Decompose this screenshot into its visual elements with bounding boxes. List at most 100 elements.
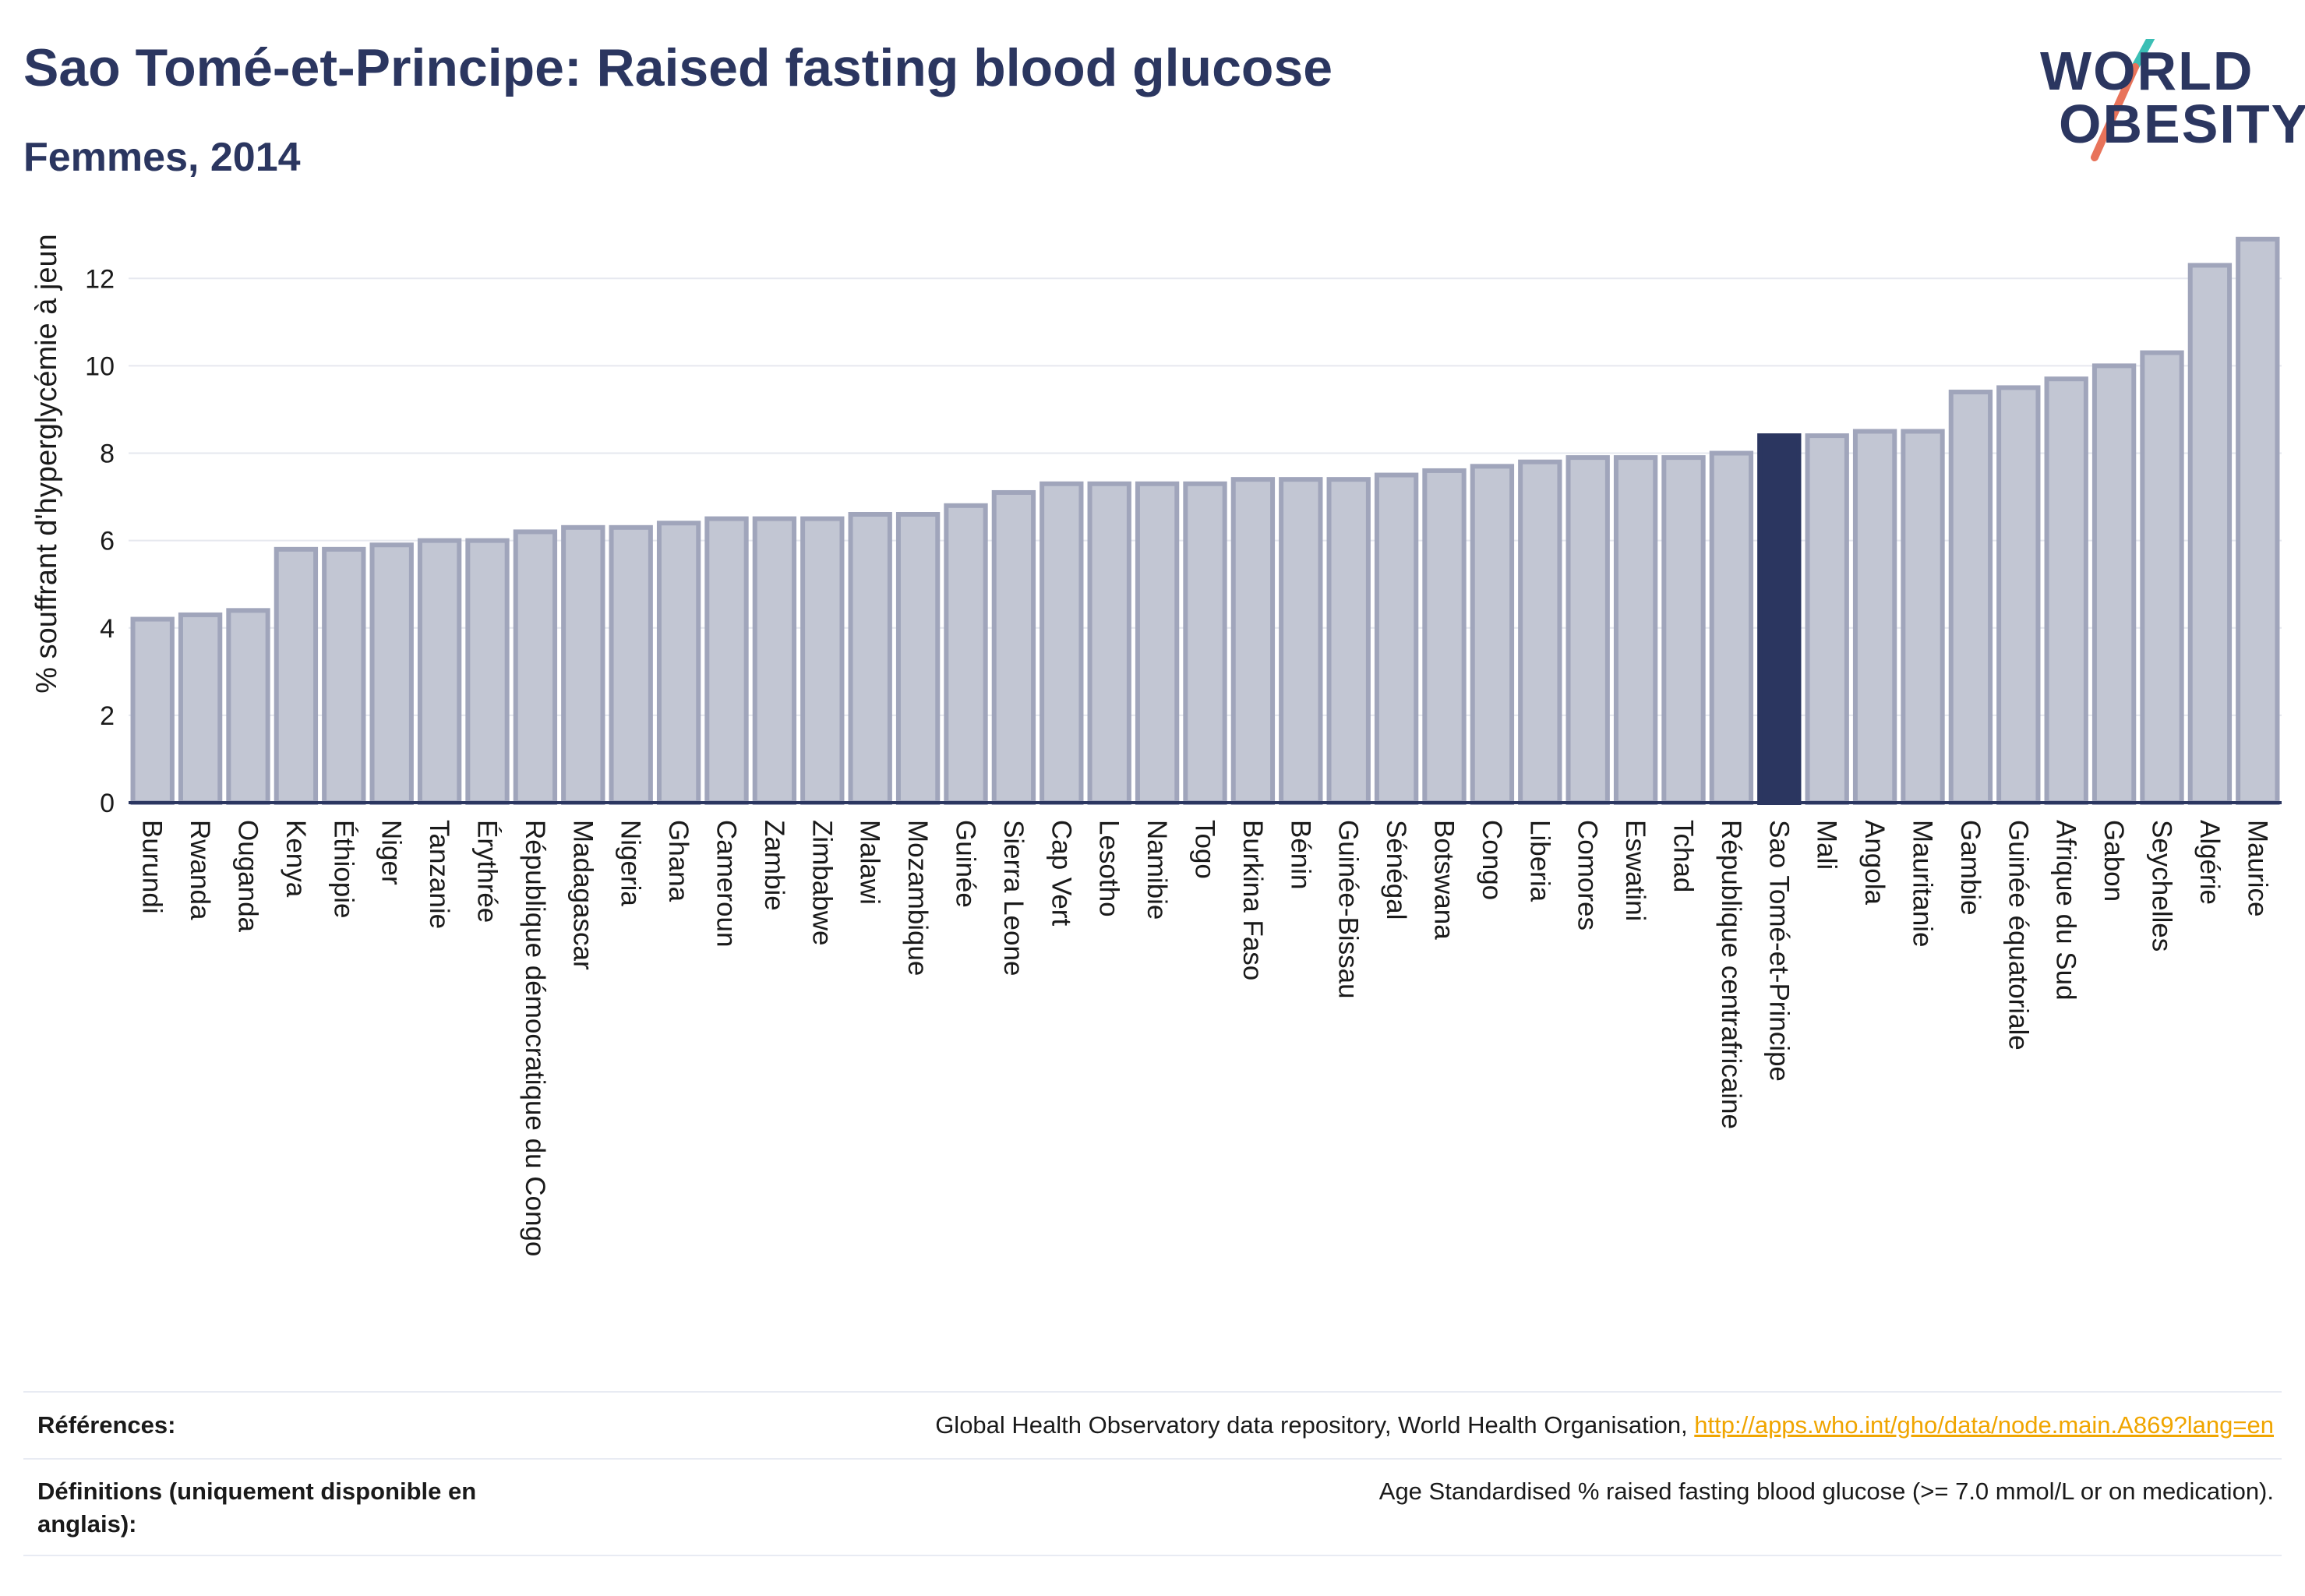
bar [991, 489, 1036, 806]
x-tick-label: République démocratique du Congo [520, 820, 550, 1256]
x-tick-label: Afrique du Sud [2051, 820, 2081, 1001]
x-tick-label: Eswatini [1620, 820, 1650, 921]
chart-title: Sao Tomé-et-Principe: Raised fasting blo… [23, 38, 1333, 97]
x-tick-label: Kenya [281, 820, 311, 898]
bar [2091, 363, 2137, 806]
bar [1470, 464, 1515, 805]
x-tick-label: Gambie [1955, 820, 1986, 916]
x-tick-label: Angola [1859, 820, 1890, 906]
x-tick-label: Ougandа [233, 820, 263, 933]
x-tick-label: Mali [1812, 820, 1842, 870]
bar [1326, 477, 1371, 805]
x-tick-label: Sierra Leone [998, 820, 1029, 976]
x-tick-label: Gabon [2099, 820, 2129, 902]
bar [274, 546, 319, 806]
x-tick-label: République centrafricaine [1716, 820, 1746, 1129]
bar [609, 524, 653, 805]
references-label: Références: [37, 1411, 176, 1439]
x-tick-label: Sao Tomé-et-Principe [1763, 820, 1794, 1082]
x-tick-label: Cap Vert [1046, 820, 1076, 926]
world-obesity-logo: WORLD OBESITY [2026, 39, 2305, 164]
bar [1135, 481, 1180, 805]
references-link[interactable]: http://apps.who.int/gho/data/node.main.A… [1694, 1411, 2274, 1439]
x-tick-label: Burundi [137, 820, 168, 914]
x-tick-label: Éthiopie [328, 820, 358, 918]
axis-layer: 0 2 4 6 8 10 12 Burundi Rwanda Ougandа Kenya Éthiop… [85, 264, 2282, 1256]
y-tick-label: 2 [100, 701, 115, 731]
bar-chart: 0 2 4 6 8 10 12 Burundi Rwanda Ougandа Kenya Éthiop… [30, 234, 2282, 1256]
bar [2044, 376, 2088, 806]
x-tick-label: Cameroun [711, 820, 742, 947]
references-text: Global Health Observatory data repositor… [935, 1411, 1695, 1439]
bar [752, 516, 797, 806]
bar [848, 512, 892, 805]
x-tick-label: Guinée équatoriale [2003, 820, 2033, 1050]
bar [1852, 429, 1897, 805]
bar [704, 516, 749, 806]
x-tick-label: Érythrée [472, 820, 503, 923]
bar [1518, 459, 1562, 806]
bar [1901, 429, 1945, 805]
bar [944, 503, 988, 806]
x-tick-label: Lesotho [1094, 820, 1124, 917]
x-tick-label: Maurice [2242, 820, 2272, 916]
x-tick-label: Togo [1190, 820, 1220, 879]
x-tick-label: Liberia [1524, 820, 1555, 902]
logo-line-1: WORLD [2040, 41, 2254, 101]
x-tick-label: Nigeria [616, 820, 646, 906]
bar [1230, 477, 1276, 805]
bar [1613, 455, 1658, 805]
definitions-label: Définitions (uniquement disponible en an… [37, 1478, 477, 1538]
references-row: Références: Global Health Observatory da… [23, 1391, 2282, 1458]
bar [1422, 468, 1467, 805]
bar [1709, 450, 1754, 805]
x-tick-label: Madagascar [567, 820, 598, 970]
x-tick-label: Tanzanie [424, 820, 454, 929]
bar [1183, 481, 1227, 805]
x-tick-label: Comores [1573, 820, 1603, 930]
bar [1565, 455, 1610, 805]
bar [322, 546, 366, 806]
x-tick-label: Botswana [1429, 820, 1460, 940]
x-tick-label: Zimbabwe [807, 820, 837, 945]
x-tick-label: Mauritanie [1908, 820, 1938, 947]
bar [800, 516, 845, 806]
bar [2140, 350, 2184, 805]
y-axis-label: % souffrant d'hyperglycémie à jeun [30, 234, 63, 694]
bar [178, 612, 223, 805]
x-tick-label: Guinée [951, 820, 981, 908]
x-tick-label: Niger [376, 820, 407, 885]
bar [513, 529, 558, 805]
x-tick-label: Sénégal [1381, 820, 1411, 920]
bar [1279, 477, 1323, 805]
bar [1374, 472, 1419, 806]
bar [465, 538, 510, 805]
bar [1661, 455, 1706, 805]
y-tick-label: 0 [100, 789, 115, 818]
bar [656, 521, 701, 805]
x-tick-label: Tchad [1668, 820, 1699, 892]
bars-layer [130, 236, 2280, 806]
x-tick-label: Guinée-Bissau [1333, 820, 1364, 999]
x-tick-label: Mozambique [902, 820, 933, 976]
x-tick-label: Seychelles [2147, 820, 2177, 952]
bar [1040, 481, 1084, 805]
bar [1996, 385, 2041, 805]
x-tick-label: Burkina Faso [1237, 820, 1268, 980]
references-table: Références: Global Health Observatory da… [23, 1391, 2282, 1556]
bar [1948, 390, 1993, 806]
y-tick-label: 12 [85, 264, 115, 294]
bar [226, 608, 270, 805]
bar [417, 538, 462, 805]
definitions-row: Définitions (uniquement disponible en an… [23, 1458, 2282, 1556]
references-value: Global Health Observatory data repositor… [935, 1409, 2274, 1442]
x-tick-label: Ghana [663, 820, 694, 902]
bar [130, 616, 175, 806]
definitions-value: Age Standardised % raised fasting blood … [1378, 1478, 2274, 1505]
y-tick-label: 6 [100, 527, 115, 556]
x-tick-label: Zambie [759, 820, 789, 911]
bar [2236, 236, 2280, 805]
x-tick-label: Malawi [855, 820, 885, 905]
bar [895, 512, 941, 805]
y-tick-label: 10 [85, 351, 115, 381]
